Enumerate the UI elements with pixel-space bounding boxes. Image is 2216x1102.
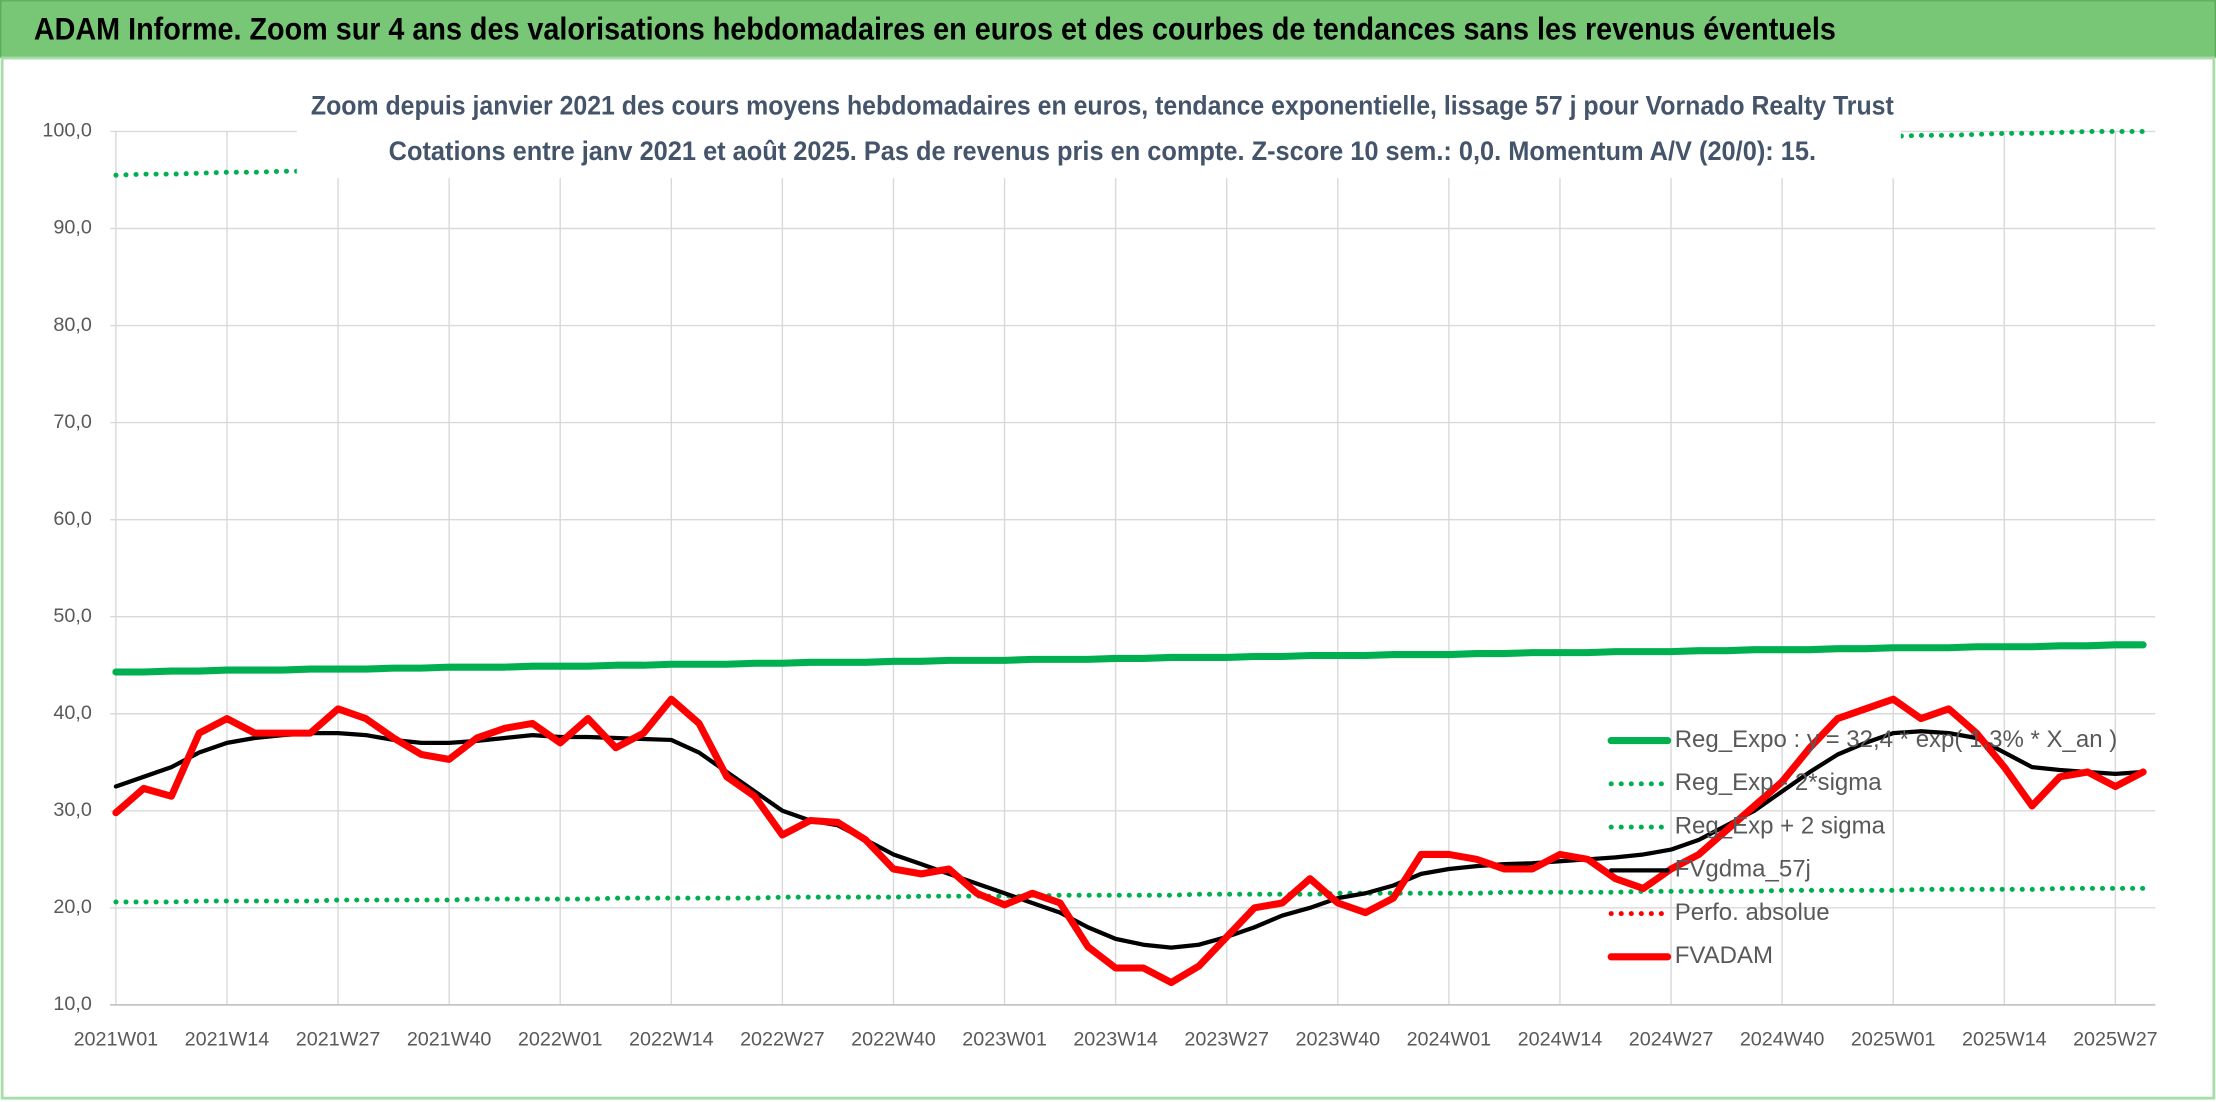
x-tick-label: 2024W27: [1629, 1028, 1714, 1050]
y-tick-label: 70,0: [53, 411, 91, 433]
chart-title: Zoom depuis janvier 2021 des cours moyen…: [311, 91, 1894, 121]
legend-label: FVgdma_57j: [1675, 856, 1811, 883]
y-tick-label: 30,0: [53, 799, 91, 821]
x-tick-label: 2024W01: [1407, 1028, 1492, 1050]
legend-label: Reg_Expo : y = 32,4 * exp( 1,3% * X_an ): [1675, 726, 2118, 753]
x-tick-label: 2023W27: [1184, 1028, 1269, 1050]
x-tick-label: 2021W01: [74, 1028, 159, 1050]
chart-frame: [0, 56, 2216, 1100]
x-tick-label: 2024W14: [1518, 1028, 1603, 1050]
x-tick-label: 2021W40: [407, 1028, 492, 1050]
title-box: [296, 82, 1901, 179]
series-line: [113, 729, 2146, 950]
header-title: ADAM Informe. Zoom sur 4 ans des valoris…: [34, 11, 1836, 46]
x-tick-label: 2022W14: [629, 1028, 714, 1050]
chart-subtitle: Cotations entre janv 2021 et août 2025. …: [389, 136, 1816, 166]
x-tick-label: 2022W01: [518, 1028, 603, 1050]
legend-label: Perfo. absolue: [1675, 899, 1830, 926]
series-line: [113, 885, 2146, 905]
grid: 10,0 20,0 30,0 40,0 50,0 60,0 70,0 80,0 90,0 100,…: [42, 120, 2157, 1051]
y-tick-label: 50,0: [53, 605, 91, 627]
legend-label: Reg_Exp + 2 sigma: [1675, 812, 1886, 839]
y-tick-label: 60,0: [53, 508, 91, 530]
legend-label: Reg_Exp - 2*sigma: [1675, 769, 1883, 796]
x-tick-label: 2023W01: [962, 1028, 1047, 1050]
series-line: [112, 641, 2147, 676]
y-tick-label: 90,0: [53, 217, 91, 239]
x-tick-label: 2021W27: [296, 1028, 381, 1050]
y-tick-label: 20,0: [53, 896, 91, 918]
series-line: [112, 695, 2147, 987]
x-tick-label: 2021W14: [185, 1028, 270, 1050]
y-tick-label: 40,0: [53, 702, 91, 724]
x-tick-label: 2023W40: [1295, 1028, 1380, 1050]
x-tick-label: 2023W14: [1073, 1028, 1158, 1050]
x-tick-label: 2022W40: [851, 1028, 936, 1050]
legend: Reg_Expo : y = 32,4 * exp( 1,3% * X_an )…: [1607, 726, 2118, 969]
legend-label: FVADAM: [1675, 942, 1773, 969]
x-tick-label: 2025W27: [2073, 1028, 2158, 1050]
y-tick-label: 80,0: [53, 314, 91, 336]
header-bar: [0, 0, 2216, 58]
x-tick-label: 2024W40: [1740, 1028, 1825, 1050]
x-tick-label: 2025W01: [1851, 1028, 1936, 1050]
x-tick-label: 2025W14: [1962, 1028, 2047, 1050]
y-tick-label: 10,0: [53, 993, 91, 1015]
x-tick-label: 2022W27: [740, 1028, 825, 1050]
y-tick-label: 100,0: [42, 120, 91, 142]
